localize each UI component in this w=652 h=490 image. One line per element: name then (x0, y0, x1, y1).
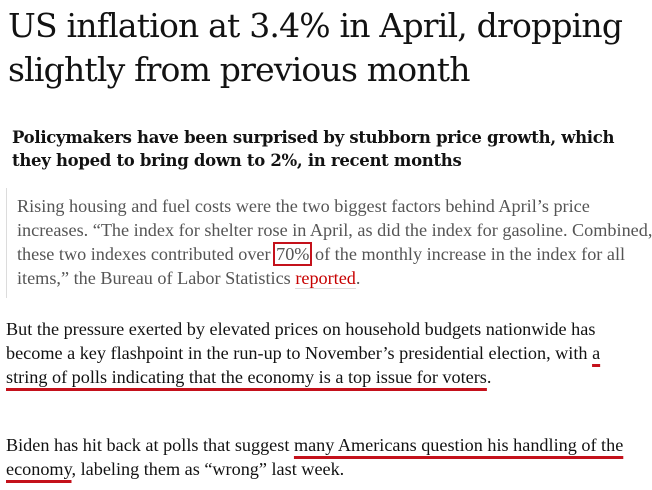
paragraph1-part2: . (486, 367, 492, 387)
highlighted-percentage: 70% (273, 242, 313, 266)
blockquote: Rising housing and fuel costs were the t… (6, 188, 652, 298)
body-paragraph-2: Biden has hit back at polls that suggest… (6, 433, 646, 481)
body-paragraph-1: But the pressure exerted by elevated pri… (6, 317, 646, 389)
paragraph1-part1: But the pressure exerted by elevated pri… (6, 319, 596, 363)
underlined-polls-phrase: a string of polls indicating that the ec… (6, 343, 601, 387)
quote-text-part3: . (355, 268, 361, 288)
reported-link[interactable]: reported (295, 268, 356, 289)
article-standfirst: Policymakers have been surprised by stub… (12, 128, 615, 170)
paragraph2-part2: , labeling them as “wrong” last week. (71, 459, 345, 479)
quote-text-part2: of the monthly increase in the index for… (17, 244, 626, 288)
quote-text-part1: Rising housing and fuel costs were the t… (17, 196, 652, 264)
article-headline: US inflation at 3.4% in April, dropping … (8, 6, 623, 89)
paragraph2-part1: Biden has hit back at polls that suggest (6, 435, 294, 455)
underlined-economy-phrase: many Americans question his handling of … (6, 435, 624, 479)
quote-text: Rising housing and fuel costs were the t… (17, 194, 652, 290)
